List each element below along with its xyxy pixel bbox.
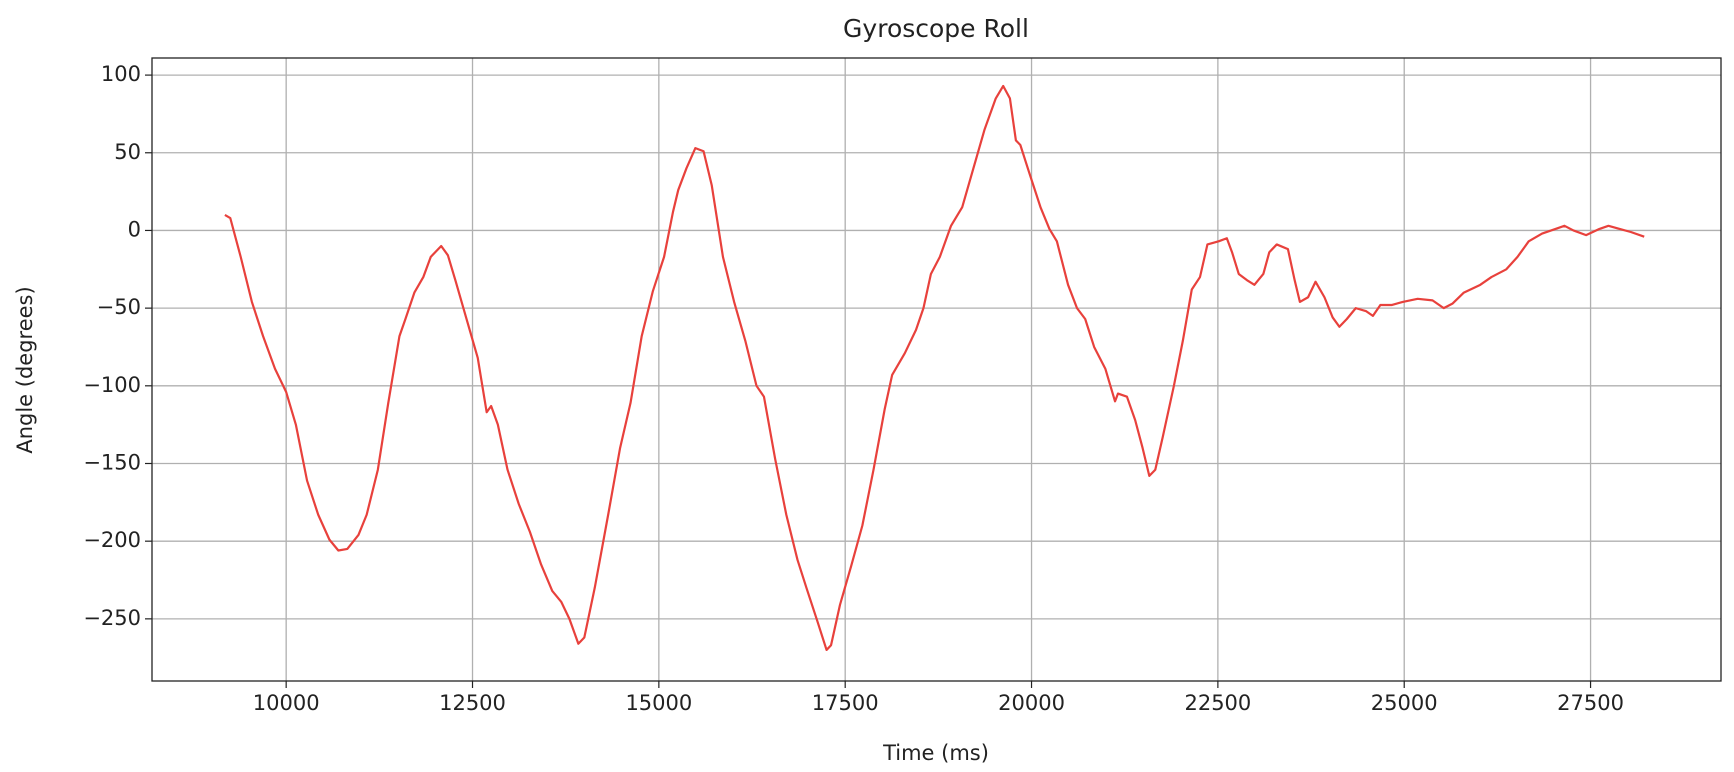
chart-title: Gyroscope Roll bbox=[843, 14, 1029, 43]
y-tick-label: 50 bbox=[114, 140, 141, 164]
y-tick-label: −50 bbox=[97, 295, 141, 319]
y-tick-label: 0 bbox=[128, 217, 141, 241]
x-tick-label: 27500 bbox=[1557, 691, 1624, 715]
y-tick-label: 100 bbox=[101, 62, 141, 86]
x-axis-label: Time (ms) bbox=[882, 741, 989, 765]
x-tick-label: 25000 bbox=[1371, 691, 1438, 715]
x-tick-label: 22500 bbox=[1184, 691, 1251, 715]
x-tick-label: 20000 bbox=[998, 691, 1065, 715]
plot-frame bbox=[151, 57, 1722, 682]
x-tick-label: 12500 bbox=[439, 691, 506, 715]
x-tick-label: 15000 bbox=[625, 691, 692, 715]
data-line bbox=[224, 84, 1645, 652]
x-tick-label: 10000 bbox=[253, 691, 320, 715]
y-axis-label: Angle (degrees) bbox=[13, 286, 37, 453]
x-tick-label: 17500 bbox=[812, 691, 879, 715]
y-tick-label: −100 bbox=[83, 373, 141, 397]
y-tick-label: −150 bbox=[83, 450, 141, 474]
y-tick-label: −200 bbox=[83, 528, 141, 552]
y-tick-label: −250 bbox=[83, 606, 141, 630]
